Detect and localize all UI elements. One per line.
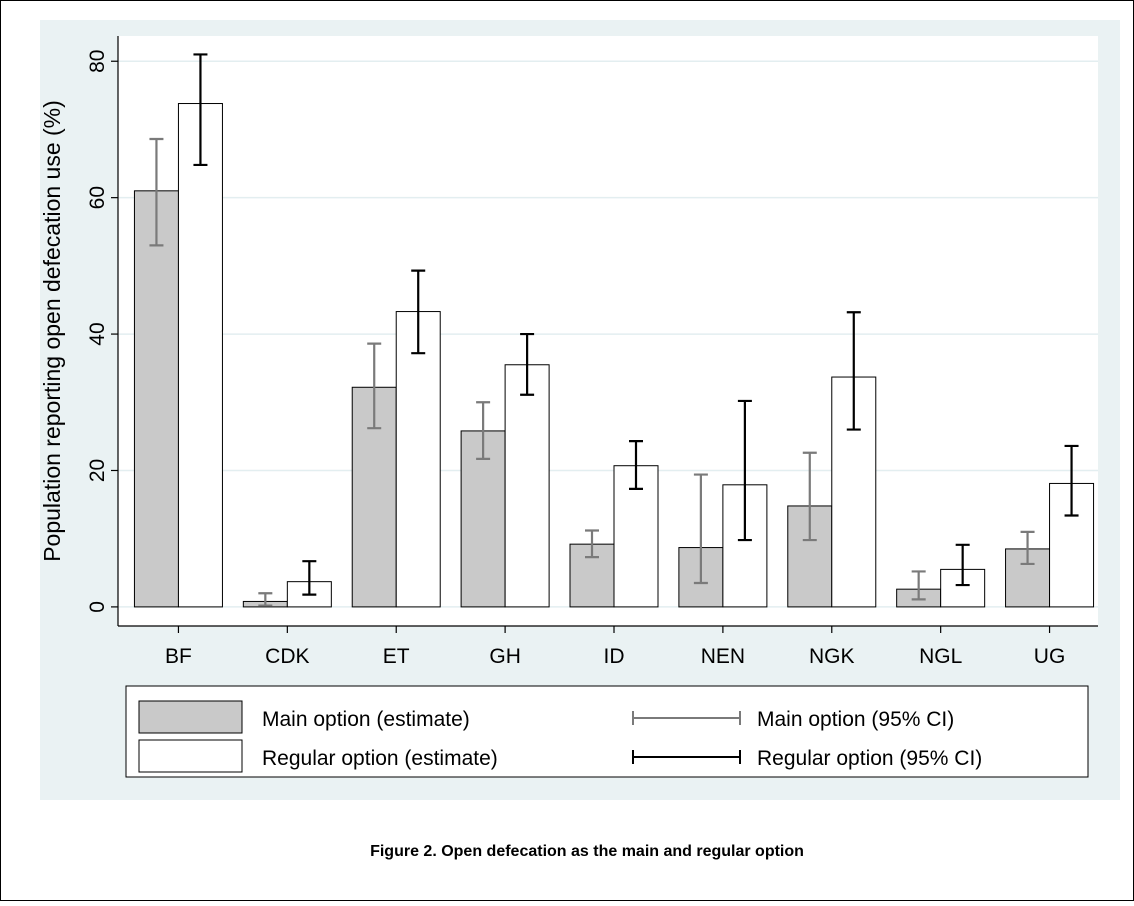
error-bar <box>476 401 491 460</box>
error-bar <box>737 399 752 542</box>
x-tick-label: BF <box>165 645 192 668</box>
legend-ci-sample <box>632 711 741 725</box>
x-tick-label: ID <box>604 645 625 668</box>
x-tick-label: ET <box>383 645 410 668</box>
y-tick-label: 0 <box>86 601 109 613</box>
x-tick-label: UG <box>1034 645 1066 668</box>
legend-label: Main option (95% CI) <box>757 708 954 731</box>
error-bar <box>302 560 317 596</box>
y-tick-label: 60 <box>86 186 109 209</box>
error-bar <box>911 570 926 601</box>
error-bar <box>149 137 164 247</box>
plot-area <box>118 36 1098 626</box>
error-bar <box>193 53 208 167</box>
x-tick-label: GH <box>489 645 521 668</box>
legend-swatch <box>138 700 243 734</box>
bar <box>133 190 179 608</box>
legend-box <box>125 685 1089 778</box>
error-bar <box>1020 530 1035 566</box>
x-tick-label: NGL <box>919 645 962 668</box>
error-bar <box>846 311 861 431</box>
grid: 0 20 40 60 80 <box>86 50 1098 613</box>
error-bar <box>585 529 599 559</box>
legend-label: Regular option (95% CI) <box>757 747 982 770</box>
caption: Figure 2. Open defecation as the main an… <box>370 843 804 860</box>
error-bar <box>955 543 970 587</box>
legend-ci-sample <box>632 750 741 764</box>
y-tick-label: 80 <box>86 50 109 73</box>
error-bar <box>693 473 708 585</box>
bars: BF CDK ET GH ID NEN NGK NGL UG <box>133 53 1095 668</box>
legend-label: Regular option (estimate) <box>262 747 498 770</box>
legend-swatch <box>138 739 243 773</box>
x-tick-label: CDK <box>265 645 309 668</box>
x-tick-label: NEN <box>701 645 745 668</box>
error-bar <box>1064 444 1079 517</box>
y-tick-label: 20 <box>86 459 109 482</box>
bar <box>460 430 506 608</box>
bar <box>504 364 550 608</box>
bar <box>177 103 223 608</box>
error-bar <box>802 451 817 542</box>
bar <box>395 311 441 608</box>
error-bar <box>411 269 426 355</box>
error-bar <box>367 342 382 430</box>
x-tick-label: NGK <box>809 645 855 668</box>
error-bar <box>258 592 273 607</box>
y-axis-title: Population reporting open defecation use… <box>39 100 65 562</box>
error-bar <box>520 332 535 396</box>
legend: Main option (estimate) Main option (95% C… <box>138 700 982 773</box>
y-tick-label: 40 <box>86 322 109 345</box>
error-bar <box>629 440 643 491</box>
legend-label: Main option (estimate) <box>262 708 470 731</box>
